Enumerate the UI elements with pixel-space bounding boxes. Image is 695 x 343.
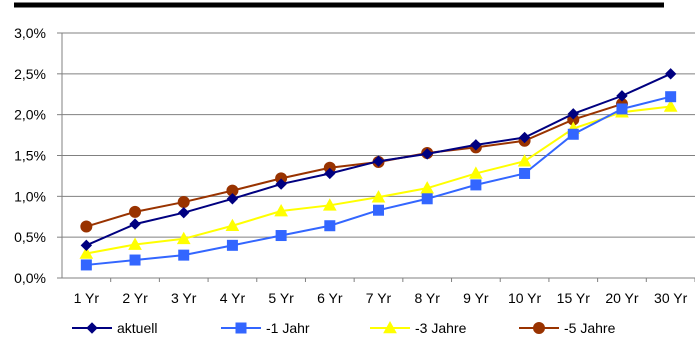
x-tick-label: 9 Yr	[463, 290, 489, 306]
y-tick-label: 0,5%	[14, 229, 46, 245]
series-1-jahr	[80, 91, 677, 271]
x-tick-label: 6 Yr	[317, 290, 343, 306]
x-tick-label: 8 Yr	[414, 290, 440, 306]
data-point-1-jahr	[665, 91, 677, 103]
y-tick-label: 1,0%	[14, 188, 46, 204]
x-tick-label: 5 Yr	[268, 290, 294, 306]
data-point-aktuell	[567, 108, 579, 120]
data-point-aktuell	[664, 68, 677, 80]
data-point-aktuell	[421, 148, 433, 160]
x-tick-labels: 1 Yr 2 Yr 3 Yr 4 Yr 5 Yr 6 Yr 7 Yr 8 Yr 9 Yr 10 Y…	[74, 290, 688, 306]
y-tick-label: 2,5%	[14, 66, 46, 82]
legend-marker-5-jahre	[533, 322, 545, 334]
data-point-3-jahre	[469, 166, 483, 179]
x-tick-label: 10 Yr	[508, 290, 542, 306]
data-point-5-jahre	[129, 205, 142, 218]
data-point-aktuell	[80, 239, 93, 252]
data-point-1-jahr	[129, 254, 141, 266]
legend-label: aktuell	[117, 320, 157, 336]
data-point-3-jahre	[274, 204, 288, 217]
data-point-1-jahr	[519, 167, 531, 179]
series-aktuell	[80, 68, 677, 252]
data-point-3-jahre	[420, 181, 435, 194]
x-tick-label: 2 Yr	[122, 290, 148, 306]
data-point-aktuell	[178, 206, 190, 219]
data-point-aktuell	[518, 131, 531, 144]
data-point-1-jahr	[373, 204, 384, 216]
data-point-1-jahr	[616, 103, 628, 115]
data-point-1-jahr	[421, 193, 433, 205]
legend-item-3-jahre: -3 Jahre	[370, 320, 467, 336]
data-point-1-jahr	[275, 230, 287, 242]
data-point-3-jahre	[663, 99, 678, 112]
x-tick-label: 15 Yr	[557, 290, 591, 306]
legend-item-1-jahr: -1 Jahr	[221, 320, 310, 336]
legend-label: -5 Jahre	[564, 320, 616, 336]
legend-marker-1-jahr	[235, 322, 247, 334]
y-tick-label: 0,0%	[14, 270, 46, 286]
y-tick-labels: 0,0% 0,5% 1,0% 1,5% 2,0% 2,5% 3,0%	[14, 25, 46, 286]
legend-label: -3 Jahre	[415, 320, 467, 336]
data-point-3-jahre	[128, 237, 142, 250]
x-tick-label: 3 Yr	[171, 290, 197, 306]
data-point-aktuell	[324, 167, 336, 180]
legend-item-aktuell: aktuell	[72, 320, 157, 336]
data-point-aktuell	[616, 90, 628, 102]
series-layer	[79, 68, 678, 271]
legend-marker-aktuell	[86, 322, 98, 334]
data-point-5-jahre	[80, 220, 93, 233]
data-point-3-jahre	[79, 246, 94, 259]
data-point-aktuell	[275, 178, 287, 190]
y-tick-label: 2,0%	[14, 107, 46, 123]
x-tick-label: 7 Yr	[366, 290, 392, 306]
data-point-aktuell	[129, 218, 141, 230]
data-point-1-jahr	[226, 239, 238, 251]
data-point-3-jahre	[176, 231, 191, 245]
y-tick-label: 1,5%	[14, 148, 46, 164]
x-tick-label: 4 Yr	[220, 290, 246, 306]
data-point-3-jahre	[517, 154, 532, 167]
y-tick-label: 3,0%	[14, 25, 46, 41]
data-point-3-jahre	[322, 198, 337, 211]
legend-marker-3-jahre	[383, 320, 397, 334]
axes	[61, 33, 695, 279]
data-point-5-jahre	[177, 196, 190, 209]
legend: aktuell -1 Jahr -3 Jahre -5 Jahre	[72, 320, 616, 336]
data-point-1-jahr	[470, 179, 482, 191]
data-point-aktuell	[470, 139, 482, 151]
data-point-3-jahre	[225, 218, 240, 232]
legend-label: -1 Jahr	[266, 320, 310, 336]
data-point-aktuell	[226, 193, 239, 205]
x-tick-label: 30 Yr	[654, 290, 688, 306]
data-point-1-jahr	[567, 128, 579, 140]
series-3-jahre	[79, 99, 678, 259]
data-point-3-jahre	[371, 190, 386, 203]
legend-item-5-jahre: -5 Jahre	[519, 320, 616, 336]
data-point-1-jahr	[324, 220, 336, 232]
x-tick-label: 1 Yr	[74, 290, 100, 306]
series-5-jahre	[80, 98, 628, 233]
x-tick-label: 20 Yr	[605, 290, 639, 306]
series-line-5-jahre	[86, 103, 623, 228]
data-point-1-jahr	[178, 249, 190, 261]
data-point-1-jahr	[80, 259, 92, 271]
data-point-aktuell	[372, 155, 385, 167]
